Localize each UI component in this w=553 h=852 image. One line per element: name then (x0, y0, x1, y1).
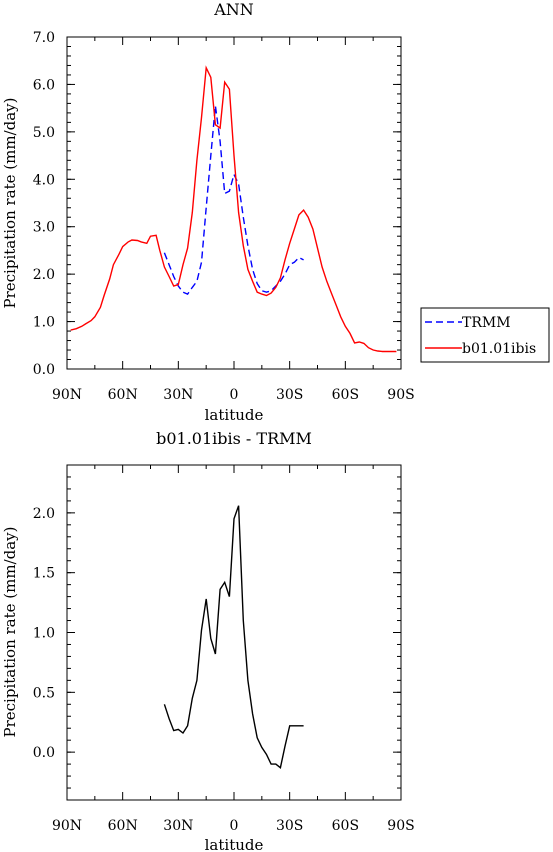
top-x-tick-label: 90N (52, 387, 82, 403)
top-y-tick-label: 4.0 (33, 172, 55, 188)
top-y-tick-label: 6.0 (33, 77, 55, 93)
top-y-tick-label: 1.0 (33, 315, 55, 331)
bottom-y-axis-label: Precipitation rate (mm/day) (1, 526, 19, 737)
bottom-x-tick-label: 60N (108, 818, 138, 834)
top-series-line-1 (70, 65, 397, 353)
top-series-line-0 (163, 105, 304, 295)
top-plot-frame (66, 36, 402, 370)
bottom-series-line-0 (163, 505, 304, 769)
top-x-tick-label: 30N (163, 387, 193, 403)
bottom-y-tick-label: 1.5 (33, 566, 55, 582)
bottom-y-tick-label: 0.0 (33, 745, 55, 761)
top-y-tick-label: 2.0 (33, 267, 55, 283)
bottom-plot-frame (66, 464, 402, 801)
top-x-axis-label: latitude (205, 406, 264, 424)
legend-box (420, 307, 550, 363)
bottom-y-tick-label: 0.5 (33, 685, 55, 701)
top-y-tick-label: 0.0 (33, 362, 55, 378)
legend-trmm-label: TRMM (462, 315, 511, 331)
bottom-x-tick-label: 90N (52, 818, 82, 834)
top-x-tick-label: 90S (387, 387, 414, 403)
top-x-tick-label: 0 (230, 387, 239, 403)
top-panel: ANN 90N 60N 30N 0 30S 60S 90S 0.0 1.0 2.0 3.0 4.0 5.… (1, 0, 550, 424)
top-y-tick-label: 7.0 (33, 30, 55, 46)
top-y-axis-label: Precipitation rate (mm/day) (1, 97, 19, 308)
bottom-x-tick-label: 30S (276, 818, 303, 834)
bottom-y-tick-label: 1.0 (33, 626, 55, 642)
legend: TRMM b01.01ibis (420, 307, 550, 363)
top-x-tick-label: 30S (276, 387, 303, 403)
top-x-tick-label: 60N (108, 387, 138, 403)
bottom-y-tick-label: 2.0 (33, 506, 55, 522)
bottom-x-axis-label: latitude (205, 836, 264, 852)
bottom-x-tick-label: 30N (163, 818, 193, 834)
bottom-panel: b01.01ibis - TRMM 90N 60N 30N 0 30S 60S 90S 0.0… (1, 429, 415, 852)
bottom-x-tick-label: 60S (332, 818, 359, 834)
top-y-tick-label: 5.0 (33, 125, 55, 141)
bottom-x-tick-label: 0 (230, 818, 239, 834)
top-x-tick-label: 60S (332, 387, 359, 403)
bottom-x-tick-label: 90S (387, 818, 414, 834)
legend-model-label: b01.01ibis (462, 341, 536, 357)
top-chart-title: ANN (213, 0, 254, 19)
top-y-tick-label: 3.0 (33, 220, 55, 236)
bottom-chart-title: b01.01ibis - TRMM (156, 429, 312, 448)
